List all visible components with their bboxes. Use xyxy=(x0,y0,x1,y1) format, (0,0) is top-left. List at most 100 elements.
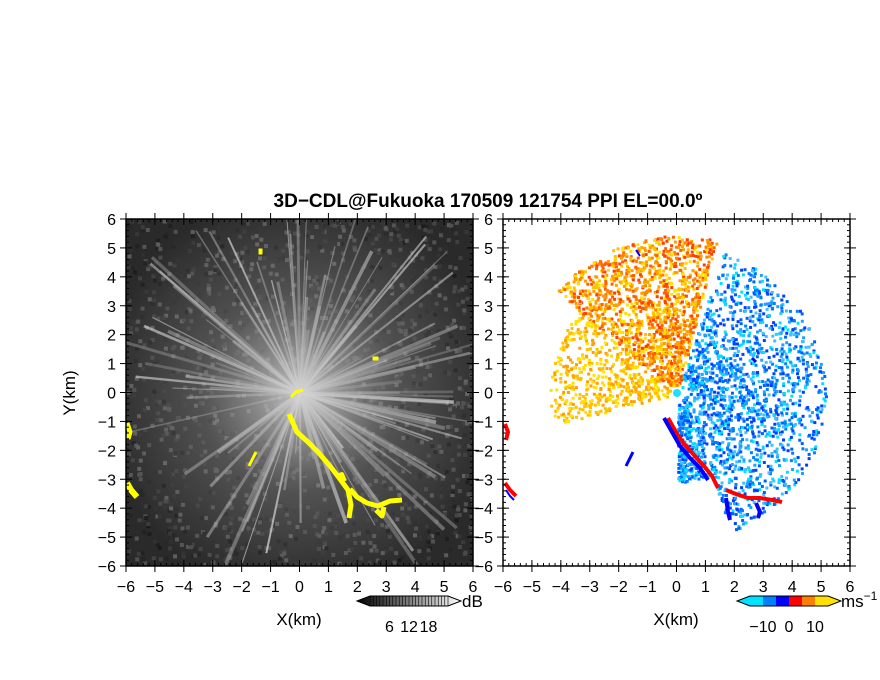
velocity-cell xyxy=(681,344,685,348)
velocity-cell xyxy=(572,387,576,391)
velocity-cell xyxy=(664,377,668,381)
noise-cell xyxy=(141,518,146,523)
noise-cell xyxy=(135,244,140,249)
x-tick-label: 1 xyxy=(324,579,333,596)
velocity-cell xyxy=(681,296,685,300)
velocity-cell xyxy=(754,468,758,472)
velocity-cell xyxy=(623,341,627,345)
velocity-cell xyxy=(726,283,730,287)
velocity-cell xyxy=(637,380,641,384)
velocity-cell xyxy=(788,343,792,347)
velocity-cell xyxy=(640,306,644,310)
velocity-cell xyxy=(746,287,750,291)
velocity-cell xyxy=(571,407,575,411)
velocity-cell xyxy=(578,299,582,303)
noise-cell xyxy=(457,513,462,518)
velocity-cell xyxy=(590,325,594,329)
velocity-cell xyxy=(621,403,625,407)
velocity-cell xyxy=(748,479,752,483)
velocity-cell xyxy=(744,402,748,406)
velocity-cell xyxy=(594,312,598,316)
noise-cell xyxy=(424,225,429,230)
velocity-cell xyxy=(738,459,742,463)
velocity-cell xyxy=(776,413,780,417)
velocity-cell xyxy=(699,305,703,309)
velocity-cell xyxy=(689,356,693,360)
velocity-cell xyxy=(668,353,672,357)
velocity-cell xyxy=(639,356,643,360)
velocity-cell xyxy=(585,348,589,352)
velocity-cell xyxy=(586,282,590,286)
velocity-cell xyxy=(601,266,605,270)
velocity-cell xyxy=(586,307,590,311)
velocity-cell xyxy=(631,366,635,370)
velocity-cell xyxy=(581,399,585,403)
velocity-cell xyxy=(626,361,630,365)
velocity-cell xyxy=(665,285,669,289)
velocity-cell xyxy=(695,293,699,297)
velocity-cell xyxy=(685,238,689,242)
velocity-cell xyxy=(662,269,666,273)
velocity-cell xyxy=(799,345,803,349)
velocity-cell xyxy=(733,293,737,297)
velocity-cell xyxy=(748,340,752,344)
velocity-cell xyxy=(807,408,811,412)
velocity-cell xyxy=(634,390,638,394)
velocity-cell xyxy=(801,414,805,418)
velocity-cell xyxy=(589,377,593,381)
velocity-cell xyxy=(571,402,575,406)
velocity-cell xyxy=(704,250,708,254)
noise-cell xyxy=(453,231,458,236)
velocity-cell xyxy=(681,282,685,286)
velocity-cell xyxy=(697,395,701,399)
velocity-cell xyxy=(716,454,720,458)
velocity-cell xyxy=(672,358,676,362)
velocity-cell xyxy=(585,341,589,345)
velocity-cell xyxy=(585,323,589,327)
velocity-cell xyxy=(571,396,575,400)
velocity-cell xyxy=(719,322,723,326)
velocity-cell xyxy=(613,373,617,377)
velocity-cell xyxy=(794,364,798,368)
velocity-cell xyxy=(710,413,714,417)
velocity-cell xyxy=(780,298,784,302)
velocity-cell xyxy=(661,311,665,315)
velocity-cell xyxy=(770,306,774,310)
velocity-cell xyxy=(749,475,753,479)
velocity-cell xyxy=(628,363,632,367)
velocity-cell xyxy=(674,256,678,260)
velocity-cell xyxy=(803,386,807,390)
velocity-cell xyxy=(754,447,758,451)
velocity-cell xyxy=(721,493,725,497)
velocity-cell xyxy=(686,408,690,412)
noise-cell xyxy=(127,549,132,554)
velocity-cell xyxy=(628,349,632,353)
velocity-cell xyxy=(686,243,690,247)
velocity-cell xyxy=(583,270,587,274)
velocity-cell xyxy=(633,356,637,360)
velocity-cell xyxy=(598,314,602,318)
velocity-cell xyxy=(755,290,759,294)
velocity-cell xyxy=(681,272,685,276)
velocity-cell xyxy=(758,309,762,313)
velocity-cell xyxy=(662,331,666,335)
velocity-cell xyxy=(667,237,671,241)
velocity-cell xyxy=(654,308,658,312)
velocity-cell xyxy=(614,262,618,266)
velocity-cell xyxy=(731,499,735,503)
velocity-cell xyxy=(818,370,822,374)
velocity-cell xyxy=(574,322,578,326)
velocity-cell xyxy=(708,435,712,439)
velocity-cell xyxy=(617,271,621,275)
velocity-cell xyxy=(605,289,609,293)
velocity-cell xyxy=(598,394,602,398)
velocity-cell xyxy=(613,297,617,301)
velocity-cell xyxy=(652,343,656,347)
velocity-cell xyxy=(709,245,713,249)
velocity-cell xyxy=(704,342,708,346)
velocity-cell xyxy=(575,304,579,308)
velocity-cell xyxy=(748,359,752,363)
velocity-cell xyxy=(795,335,799,339)
velocity-cell xyxy=(588,410,592,414)
velocity-cell xyxy=(611,383,615,387)
